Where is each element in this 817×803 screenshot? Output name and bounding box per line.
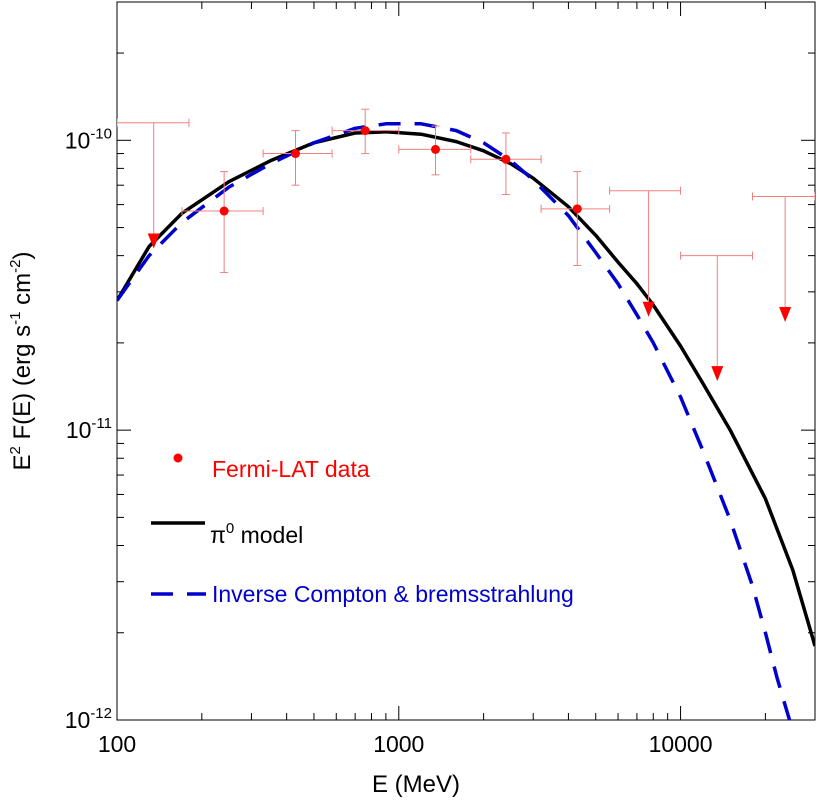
y-axis-title-end: ) [9, 251, 36, 259]
y-tick-label-base: 10 [65, 127, 91, 153]
data-point-marker [360, 126, 370, 136]
data-point-marker [219, 206, 229, 216]
x-tick-label: 10000 [649, 731, 713, 757]
y-tick-label: 10-11 [66, 415, 112, 443]
series-ic-line [117, 122, 792, 720]
y-axis-title-sup3: -2 [7, 259, 24, 272]
legend-pi0-label-rest: model [234, 522, 303, 548]
y-axis-title-sup2: -1 [7, 311, 24, 324]
data-point [470, 132, 542, 196]
upper-limit [751, 192, 815, 322]
y-tick-label-base: 10 [66, 417, 92, 443]
legend-pi0-label: π0 model [210, 520, 303, 548]
legend: Fermi-LAT data π0 model Inverse Compton … [151, 453, 574, 607]
legend-data-label: Fermi-LAT data [212, 456, 370, 482]
data-point [331, 108, 400, 155]
points-layer [117, 108, 815, 382]
upper-limit-arrow [779, 306, 792, 322]
minor-ticks [117, 1, 816, 720]
data-point-marker [501, 154, 511, 164]
data-point [181, 171, 264, 273]
y-tick-label: 10-12 [65, 705, 112, 733]
upper-limit [117, 118, 190, 249]
y-tick-label-exp: -11 [91, 415, 112, 432]
data-point-marker [431, 144, 441, 154]
series-layer [117, 122, 815, 720]
y-axis-title-sup1: 2 [7, 446, 24, 454]
data-point-marker [572, 204, 582, 214]
x-ticks: 100 1000 10000 [98, 2, 713, 757]
y-axis-title: E2 F(E) (erg s-1 cm-2) [7, 251, 36, 470]
y-tick-label: 10-10 [65, 125, 112, 153]
legend-data-marker [173, 453, 183, 463]
y-tick-label-base: 10 [65, 707, 91, 733]
data-point-marker [290, 149, 300, 159]
x-tick-label: 100 [98, 731, 136, 757]
x-tick-label: 1000 [373, 731, 424, 757]
x-axis-title: E (MeV) [372, 771, 460, 798]
data-point [540, 171, 611, 266]
legend-pi0-label-main: π [210, 522, 226, 548]
plot-frame [116, 1, 816, 721]
y-axis-title-mid2: cm [9, 273, 36, 312]
upper-limit-arrow [642, 301, 655, 317]
data-point [398, 125, 472, 176]
legend-ic-label: Inverse Compton & bremsstrahlung [212, 581, 574, 607]
y-tick-label-exp: -12 [90, 705, 112, 722]
y-tick-label-exp: -10 [90, 125, 112, 142]
upper-limit [609, 186, 682, 317]
data-point [262, 130, 333, 186]
y-axis-title-mid: F(E) (erg s [9, 325, 36, 446]
y-axis-title-main: E [9, 455, 36, 471]
upper-limit-arrow [147, 233, 160, 249]
legend-pi0-label-sup: 0 [226, 520, 234, 537]
upper-limit-arrow [711, 366, 724, 382]
upper-limit [680, 251, 753, 382]
